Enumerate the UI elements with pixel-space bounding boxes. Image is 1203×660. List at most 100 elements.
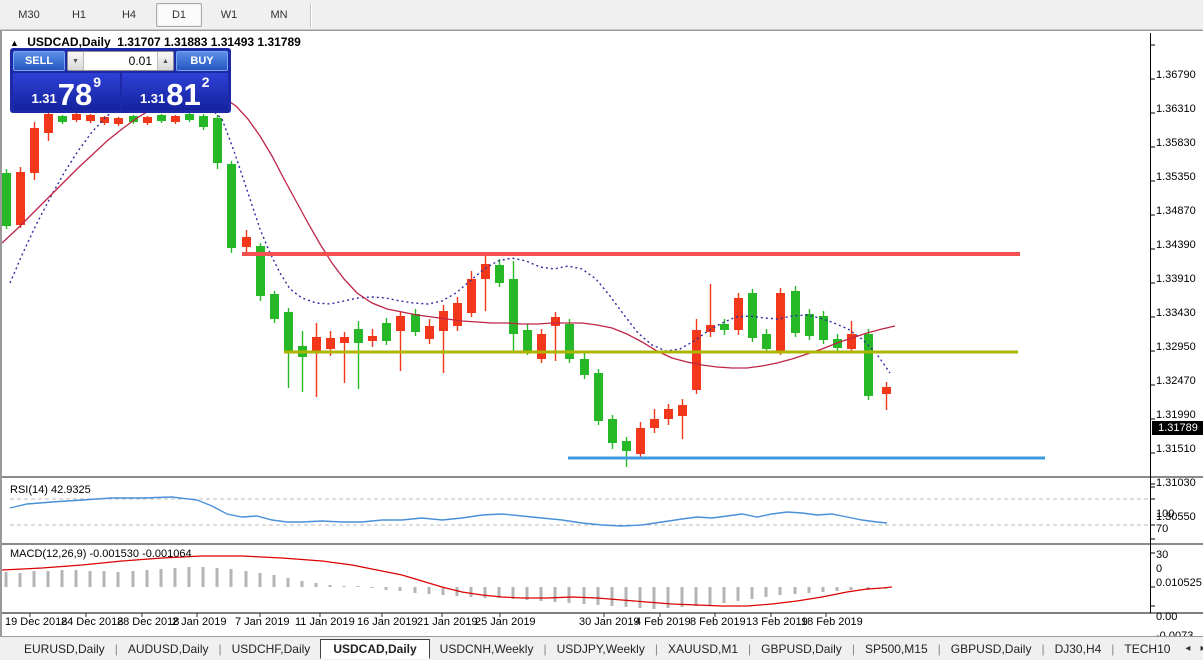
volume-input[interactable] — [84, 52, 157, 70]
axis-price-label: 0.00 — [1156, 611, 1178, 623]
bull-candle — [622, 441, 631, 451]
bull-candle — [720, 324, 729, 330]
bear-candle — [100, 117, 109, 123]
timeframe-button-d1[interactable]: D1 — [156, 2, 202, 27]
bull-candle — [270, 294, 279, 319]
bear-candle — [340, 337, 349, 343]
tab-separator: | — [1111, 641, 1115, 656]
buy-button[interactable]: BUY — [176, 51, 228, 71]
axis-price-label: 1.36790 — [1156, 69, 1196, 81]
axis-date-label: 8 Feb 2019 — [690, 616, 746, 628]
chart-tab-usdcnh-weekly[interactable]: USDCNH,Weekly — [439, 641, 534, 656]
bear-candle — [467, 279, 476, 313]
timeframe-button-h1[interactable]: H1 — [71, 8, 87, 21]
bear-candle — [882, 387, 891, 394]
bear-candle — [44, 114, 53, 133]
tab-separator: | — [543, 641, 547, 656]
tab-scroll-right-icon[interactable]: ▸ — [1200, 643, 1203, 654]
timeframe-button-m30[interactable]: M30 — [18, 8, 40, 21]
axis-date-label: 21 Jan 2019 — [417, 616, 478, 628]
chart-tab-audusd-daily[interactable]: AUDUSD,Daily — [127, 641, 209, 656]
bear-candle — [368, 336, 377, 341]
chart-tab-gbpusd-daily[interactable]: GBPUSD,Daily — [761, 641, 842, 656]
axis-date-label: 13 Feb 2019 — [746, 616, 808, 628]
axis-price-label: 1.36310 — [1156, 103, 1196, 115]
axis-price-label: 1.31510 — [1156, 443, 1196, 455]
bear-candle — [537, 334, 546, 359]
macd-signal-line — [2, 555, 893, 607]
chart-tab-usdcad-daily[interactable]: USDCAD,Daily — [320, 638, 430, 659]
volume-increase-button[interactable]: ▲ — [157, 52, 173, 70]
chart-tab-eurusd-daily[interactable]: EURUSD,Daily — [24, 641, 105, 656]
bull-candle — [354, 329, 363, 343]
bull-candle — [58, 116, 67, 122]
timeframe-button-h4[interactable]: H4 — [121, 8, 137, 21]
axis-price-label: 1.35830 — [1156, 137, 1196, 149]
volume-decrease-button[interactable]: ▼ — [68, 52, 84, 70]
chart-tab-usdchf-daily[interactable]: USDCHF,Daily — [231, 641, 311, 656]
bear-candle — [734, 298, 743, 330]
chart-tab-gbpusd-daily[interactable]: GBPUSD,Daily — [950, 641, 1032, 656]
tab-separator: | — [937, 641, 941, 656]
bull-candle — [864, 334, 873, 396]
axis-price-label: 1.30550 — [1156, 511, 1196, 523]
bull-candle — [495, 265, 504, 283]
bull-candle — [284, 312, 293, 351]
axis-price-label: 30 — [1156, 549, 1169, 561]
tab-separator: | — [1041, 641, 1045, 656]
axis-price-label: 1.34870 — [1156, 205, 1196, 217]
ask-price-box[interactable]: 1.31 81 2 — [121, 73, 228, 112]
axis-price-label: 1.33910 — [1156, 273, 1196, 285]
timeframe-button-mn[interactable]: MN — [270, 8, 288, 21]
axis-date-label: 30 Jan 2019 — [579, 616, 640, 628]
bear-candle — [692, 330, 701, 390]
one-click-trading-panel: SELL ▼ ▲ BUY 1.31 78 9 1.31 81 2 — [10, 48, 231, 113]
toolbar-separator — [310, 2, 312, 27]
axis-price-label: 1.34390 — [1156, 239, 1196, 251]
bear-candle — [439, 311, 448, 331]
axis-date-label: 18 Feb 2019 — [801, 616, 863, 628]
tab-scroll-left-icon[interactable]: ◂ — [1185, 643, 1191, 654]
axis-price-label: 1.32950 — [1156, 341, 1196, 353]
chart-tab-xauusd-m1[interactable]: XAUUSD,M1 — [667, 641, 738, 656]
bull-candle — [805, 314, 814, 336]
macd-indicator-label: MACD(12,26,9) -0.001530 -0.001064 — [10, 548, 192, 560]
axis-date-label: 19 Dec 2018 — [5, 616, 68, 628]
chart-tab-sp500-m15[interactable]: SP500,M15 — [864, 641, 928, 656]
bear-candle — [664, 409, 673, 419]
bear-candle — [30, 128, 39, 173]
ma-fast-line — [9, 89, 891, 374]
sell-button[interactable]: SELL — [13, 51, 65, 71]
axis-price-label: 100 — [1156, 508, 1175, 520]
collapse-panel-icon[interactable]: ▲ — [10, 38, 19, 48]
bull-candle — [791, 291, 800, 333]
axis-date-label: 2 Jan 2019 — [172, 616, 227, 628]
volume-spinner: ▼ ▲ — [67, 51, 174, 71]
bull-candle — [256, 246, 265, 296]
price-chart-canvas[interactable] — [2, 31, 1203, 637]
axis-price-label: 1.31030 — [1156, 477, 1196, 489]
bull-candle — [185, 114, 194, 120]
axis-price-label: 1.32470 — [1156, 375, 1196, 387]
bear-candle — [453, 303, 462, 326]
chart-tab-tech10[interactable]: TECH10 — [1124, 641, 1171, 656]
bull-candle — [199, 116, 208, 127]
bull-candle — [227, 164, 236, 248]
ask-price-big: 81 — [166, 76, 201, 112]
rsi-line — [9, 496, 888, 527]
ask-price-pipette: 2 — [201, 74, 210, 90]
bear-candle — [326, 338, 335, 349]
chart-tab-usdjpy-weekly[interactable]: USDJPY,Weekly — [556, 641, 645, 656]
bid-price-prefix: 1.31 — [31, 91, 57, 106]
axis-price-label: 1.35350 — [1156, 171, 1196, 183]
tab-separator: | — [654, 641, 658, 656]
bid-price-box[interactable]: 1.31 78 9 — [13, 73, 120, 110]
bull-candle — [748, 293, 757, 338]
chart-window[interactable]: ▲ USDCAD,Daily 1.31707 1.31883 1.31493 1… — [0, 30, 1203, 642]
bear-candle — [171, 116, 180, 122]
bull-candle — [129, 116, 138, 122]
bear-candle — [706, 325, 715, 332]
chart-tab-dj30-h4[interactable]: DJ30,H4 — [1054, 641, 1102, 656]
timeframe-button-w1[interactable]: W1 — [220, 8, 238, 21]
axis-date-label: 25 Jan 2019 — [475, 616, 536, 628]
